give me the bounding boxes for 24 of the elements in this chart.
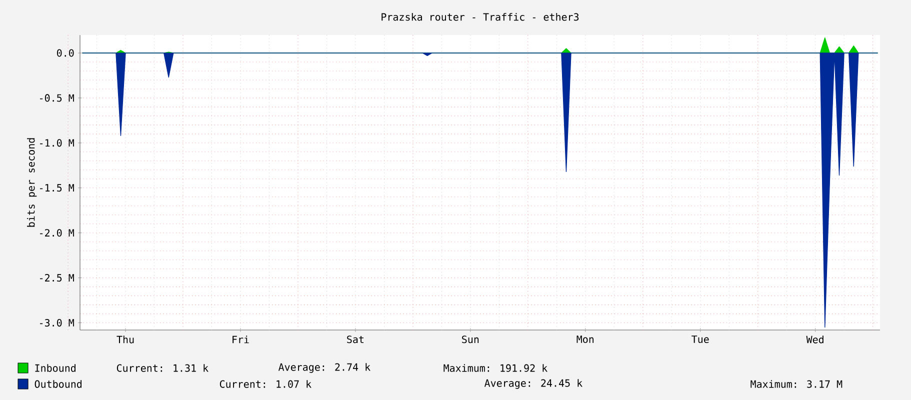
y-tick-label: -1.5 M xyxy=(40,184,74,192)
text: Maximum: 3.17 M xyxy=(750,380,842,388)
text: Current: 1.31 k xyxy=(116,364,208,372)
text: Maximum: 191.92 k xyxy=(444,364,548,372)
x-tick-label: Thu xyxy=(116,336,134,344)
y-tick-label: -1.0 M xyxy=(40,139,74,147)
x-tick-label: Tue xyxy=(692,336,709,344)
y-tick-label: -2.0 M xyxy=(40,229,74,237)
x-tick-label: Sat xyxy=(347,336,364,344)
x-tick-label: Mon xyxy=(576,336,594,344)
y-tick-label: -2.5 M xyxy=(40,274,74,282)
x-tick-label: Wed xyxy=(806,336,824,344)
x-tick-label: Fri xyxy=(232,336,249,344)
y-tick-label: -0.5 M xyxy=(40,94,74,102)
y-tick-label: -3.0 M xyxy=(40,319,74,327)
text: Current: 1.07 k xyxy=(220,380,312,388)
y-tick-label: 0.0 xyxy=(57,49,74,57)
legend-label: Outbound xyxy=(34,380,82,388)
x-tick-label: Sun xyxy=(462,336,479,344)
y-axis-title: bits per second xyxy=(27,138,37,227)
legend-label: Inbound xyxy=(35,364,76,372)
chart-title: Prazska router - Traffic - ether3 xyxy=(382,12,579,21)
text: Average: 2.74 k xyxy=(278,363,370,373)
text: Average: 24.45 k xyxy=(484,379,582,389)
